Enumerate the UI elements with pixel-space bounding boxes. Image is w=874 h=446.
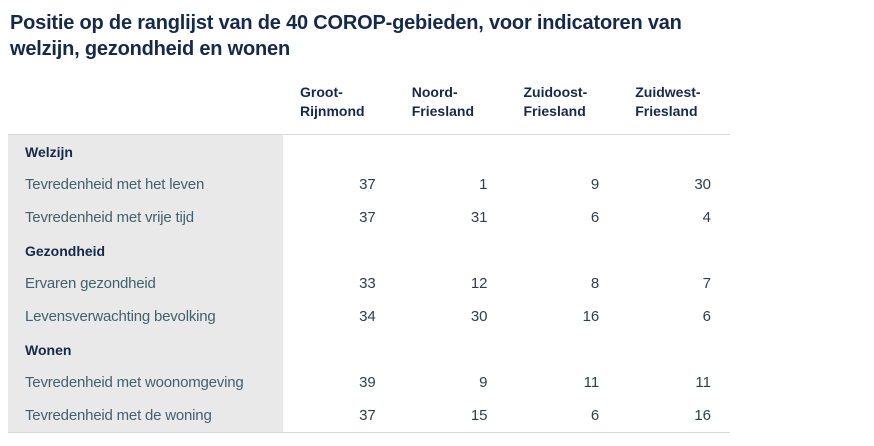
empty-cell	[507, 333, 619, 366]
table-row: Tevredenheid met vrije tijd 37 31 6 4	[8, 201, 730, 234]
empty-cell	[507, 135, 619, 168]
row-label: Tevredenheid met het leven	[8, 168, 283, 201]
cell-value: 6	[590, 209, 600, 226]
cell-value: 7	[702, 275, 711, 292]
section-label: Welzijn	[8, 135, 283, 168]
cell-value: 30	[694, 176, 711, 193]
cell-value: 16	[694, 407, 711, 424]
empty-cell	[283, 234, 395, 267]
cell-value: 8	[590, 275, 600, 292]
ranking-table: Groot- Rijnmond Noord- Friesland Zuidoos…	[8, 83, 730, 433]
empty-cell	[395, 234, 507, 267]
empty-cell	[618, 234, 730, 267]
empty-cell	[283, 135, 395, 168]
cell-value: 39	[359, 374, 376, 391]
empty-cell	[618, 135, 730, 168]
table-row: Tevredenheid met woonomgeving 39 9 11 11	[8, 366, 730, 399]
column-header-groot-rijnmond: Groot- Rijnmond	[300, 84, 365, 119]
cell-value: 16	[582, 308, 600, 325]
row-label: Ervaren gezondheid	[8, 267, 283, 300]
column-header-zuidoost-friesland: Zuidoost- Friesland	[523, 84, 588, 119]
empty-cell	[395, 135, 507, 168]
cell-value: 30	[470, 308, 488, 325]
row-label: Tevredenheid met vrije tijd	[8, 201, 283, 234]
cell-value: 9	[479, 374, 488, 391]
table-row: Tevredenheid met het leven 37 1 9 30	[8, 168, 730, 201]
empty-cell	[283, 333, 395, 366]
cell-value: 34	[359, 308, 376, 325]
cell-value: 4	[702, 209, 711, 226]
cell-value: 31	[470, 209, 488, 226]
cell-value: 33	[359, 275, 376, 292]
section-row-gezondheid: Gezondheid	[8, 234, 730, 267]
table-row: Levensverwachting bevolking 34 30 16 6	[8, 300, 730, 333]
column-header-zuidwest-friesland: Zuidwest- Friesland	[635, 84, 701, 119]
cell-value: 15	[470, 407, 488, 424]
cell-value: 12	[470, 275, 488, 292]
cell-value: 37	[359, 209, 376, 226]
empty-cell	[395, 333, 507, 366]
table-row: Ervaren gezondheid 33 12 8 7	[8, 267, 730, 300]
empty-cell	[507, 234, 619, 267]
row-label: Levensverwachting bevolking	[8, 300, 283, 333]
cell-value: 37	[359, 407, 376, 424]
page-title: Positie op de ranglijst van de 40 COROP-…	[10, 12, 682, 60]
table-row: Tevredenheid met de woning 37 15 6 16	[8, 399, 730, 432]
section-row-welzijn: Welzijn	[8, 135, 730, 168]
cell-value: 9	[590, 176, 600, 193]
table-body: Welzijn Tevredenheid met het leven 37 1 …	[8, 134, 730, 433]
cell-value: 6	[590, 407, 600, 424]
cell-value: 6	[702, 308, 711, 325]
page: Positie op de ranglijst van de 40 COROP-…	[8, 12, 730, 433]
cell-value: 11	[695, 374, 711, 391]
section-label: Gezondheid	[8, 234, 283, 267]
section-label: Wonen	[8, 333, 283, 366]
cell-value: 11	[583, 374, 600, 391]
cell-value: 37	[359, 176, 376, 193]
cell-value: 1	[479, 176, 488, 193]
row-label: Tevredenheid met de woning	[8, 399, 283, 432]
empty-cell	[618, 333, 730, 366]
table-header-row: Groot- Rijnmond Noord- Friesland Zuidoos…	[8, 83, 730, 134]
column-header-noord-friesland: Noord- Friesland	[411, 84, 474, 119]
section-row-wonen: Wonen	[8, 333, 730, 366]
row-label: Tevredenheid met woonomgeving	[8, 366, 283, 399]
